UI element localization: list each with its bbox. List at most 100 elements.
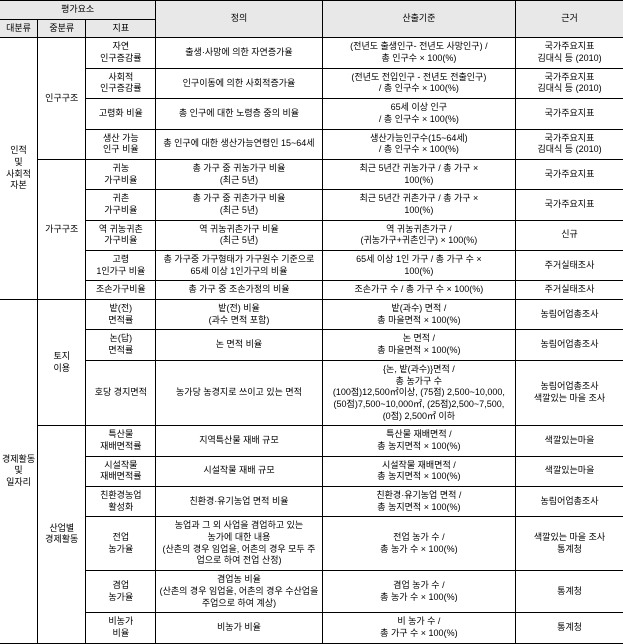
cell-calc: 전업 농가 수 /총 농가 수 × 100(%) bbox=[322, 517, 515, 571]
cell-def: 비농가 비율 bbox=[156, 613, 322, 643]
cell-l3: 논(답)면적률 bbox=[86, 330, 156, 360]
cell-def: 친환경·유기농업 면적 비율 bbox=[156, 487, 322, 517]
header-l1: 대분류 bbox=[0, 19, 38, 38]
cell-calc: 역 귀농귀촌가구 /(귀농가구+귀촌인구) × 100(%) bbox=[322, 220, 515, 250]
cell-def: 인구이동에 의한 사회적증가율 bbox=[156, 68, 322, 98]
cell-l3: 특산물재배면적률 bbox=[86, 426, 156, 456]
cell-basis: 색깔있는마을 bbox=[516, 456, 623, 486]
header-l3: 지표 bbox=[86, 19, 156, 38]
cell-l3: 사회적인구증감률 bbox=[86, 68, 156, 98]
cell-def: 농가당 농경지로 쓰이고 있는 면적 bbox=[156, 360, 322, 425]
table-row: 생산 가능인구 비율총 인구에 대한 생산가능연령인 15~64세생산가능인구수… bbox=[0, 129, 623, 159]
cell-basis: 농림어업총조사 bbox=[516, 300, 623, 330]
cell-calc: {논, 밭(과수)}면적 /총 농가구 수(100점)12,500㎡이상, (7… bbox=[322, 360, 515, 425]
header-def: 정의 bbox=[156, 1, 322, 38]
cell-basis: 신규 bbox=[516, 220, 623, 250]
cell-basis: 국가주요지표김대식 등 (2010) bbox=[516, 129, 623, 159]
cell-basis: 국가주요지표 bbox=[516, 190, 623, 220]
cell-def: 논 면적 비율 bbox=[156, 330, 322, 360]
cell-basis: 색깔있는 마을 조사통계청 bbox=[516, 517, 623, 571]
cell-l2: 토지이용 bbox=[38, 300, 86, 426]
cell-l3: 밭(전)면적률 bbox=[86, 300, 156, 330]
table-row: 가구구조귀농가구비율총 가구 중 귀농가구 비율(최근 5년)최근 5년간 귀농… bbox=[0, 159, 623, 189]
cell-l2: 인구구조 bbox=[38, 38, 86, 160]
table-row: 역 귀농귀촌가구비율역 귀농귀촌가구 비율(최근 5년)역 귀농귀촌가구 /(귀… bbox=[0, 220, 623, 250]
cell-l3: 귀농가구비율 bbox=[86, 159, 156, 189]
cell-def: 총 가구 중 귀농가구 비율(최근 5년) bbox=[156, 159, 322, 189]
cell-basis: 국가주요지표김대식 등 (2010) bbox=[516, 38, 623, 68]
cell-l3: 겸업농가율 bbox=[86, 571, 156, 613]
cell-l3: 전업농가율 bbox=[86, 517, 156, 571]
table-row: 산업별경제활동특산물재배면적률지역특산물 재배 규모특산물 재배면적 /총 농지… bbox=[0, 426, 623, 456]
cell-calc: 비 농가 수 /총 가구 수 × 100(%) bbox=[322, 613, 515, 643]
cell-basis: 국가주요지표김대식 등 (2010) bbox=[516, 68, 623, 98]
cell-l3: 비농가비율 bbox=[86, 613, 156, 643]
cell-l1: 경제활동및일자리 bbox=[0, 300, 38, 644]
header-group: 평가요소 bbox=[0, 1, 156, 20]
cell-def: 역 귀농귀촌가구 비율(최근 5년) bbox=[156, 220, 322, 250]
cell-l3: 고령화 비율 bbox=[86, 99, 156, 129]
header-l2: 중분류 bbox=[38, 19, 86, 38]
cell-def: 총 가구 중 조손가정의 비율 bbox=[156, 281, 322, 300]
table-row: 귀촌가구비율총 가구 중 귀촌가구 비율(최근 5년)최근 5년간 귀촌가구 /… bbox=[0, 190, 623, 220]
table-row: 사회적인구증감률인구이동에 의한 사회적증가율(전년도 전입인구 - 전년도 전… bbox=[0, 68, 623, 98]
cell-basis: 농림어업총조사 bbox=[516, 330, 623, 360]
cell-calc: 친환경·유기농업 면적 /총 농지면적 × 100(%) bbox=[322, 487, 515, 517]
cell-l3: 친환경농업활성화 bbox=[86, 487, 156, 517]
cell-calc: 65세 이상 1인 가구 / 총 가구 수 ×100(%) bbox=[322, 251, 515, 281]
cell-def: 밭(전) 비율(과수 면적 포함) bbox=[156, 300, 322, 330]
cell-def: 지역특산물 재배 규모 bbox=[156, 426, 322, 456]
cell-def: 총 인구에 대한 노령층 중의 비율 bbox=[156, 99, 322, 129]
cell-l1: 인적및사회적자본 bbox=[0, 38, 38, 300]
table-row: 겸업농가율겸업농 비율(산촌의 경우 임업을, 어촌의 경우 수산업을주업으로 … bbox=[0, 571, 623, 613]
table-row: 친환경농업활성화친환경·유기농업 면적 비율친환경·유기농업 면적 /총 농지면… bbox=[0, 487, 623, 517]
table-row: 전업농가율농업과 그 외 사업을 겸업하고 있는농가에 대한 내용(산촌의 경우… bbox=[0, 517, 623, 571]
cell-basis: 주거실태조사 bbox=[516, 281, 623, 300]
table-row: 시설작물재배면적률시설작물 재배 규모시설작물 재배면적 /총 농지면적 × 1… bbox=[0, 456, 623, 486]
header-basis: 근거 bbox=[516, 1, 623, 38]
cell-l3: 귀촌가구비율 bbox=[86, 190, 156, 220]
cell-calc: 최근 5년간 귀촌가구 / 총 가구 ×100(%) bbox=[322, 190, 515, 220]
cell-l2: 산업별경제활동 bbox=[38, 426, 86, 643]
cell-calc: 특산물 재배면적 /총 농지면적 × 100(%) bbox=[322, 426, 515, 456]
cell-calc: 밭(과수) 면적 /총 마을면적 × 100(%) bbox=[322, 300, 515, 330]
table-row: 인적및사회적자본인구구조자연인구증감률출생·사망에 의한 자연증가율(전년도 출… bbox=[0, 38, 623, 68]
cell-def: 시설작물 재배 규모 bbox=[156, 456, 322, 486]
cell-basis: 통계청 bbox=[516, 571, 623, 613]
evaluation-table: 평가요소 정의 산출기준 근거 대분류 중분류 지표 인적및사회적자본인구구조자… bbox=[0, 0, 623, 644]
cell-l3: 자연인구증감률 bbox=[86, 38, 156, 68]
table-row: 호당 경지면적농가당 농경지로 쓰이고 있는 면적{논, 밭(과수)}면적 /총… bbox=[0, 360, 623, 425]
cell-basis: 국가주요지표 bbox=[516, 159, 623, 189]
table-row: 조손가구비율총 가구 중 조손가정의 비율조손가구 수 / 총 가구 수 × 1… bbox=[0, 281, 623, 300]
cell-calc: 시설작물 재배면적 /총 농지면적 × 100(%) bbox=[322, 456, 515, 486]
cell-basis: 색깔있는마을 bbox=[516, 426, 623, 456]
header-calc: 산출기준 bbox=[322, 1, 515, 38]
table-row: 경제활동및일자리토지이용밭(전)면적률밭(전) 비율(과수 면적 포함)밭(과수… bbox=[0, 300, 623, 330]
cell-l3: 시설작물재배면적률 bbox=[86, 456, 156, 486]
cell-basis: 주거실태조사 bbox=[516, 251, 623, 281]
cell-calc: 조손가구 수 / 총 가구 수 × 100(%) bbox=[322, 281, 515, 300]
cell-basis: 농림어업총조사색깔있는 마을 조사 bbox=[516, 360, 623, 425]
cell-def: 총 가구 중 귀촌가구 비율(최근 5년) bbox=[156, 190, 322, 220]
table-row: 논(답)면적률논 면적 비율논 면적 /총 마을면적 × 100(%)농림어업총… bbox=[0, 330, 623, 360]
cell-l3: 호당 경지면적 bbox=[86, 360, 156, 425]
cell-def: 출생·사망에 의한 자연증가율 bbox=[156, 38, 322, 68]
cell-calc: 최근 5년간 귀농가구 / 총 가구 ×100(%) bbox=[322, 159, 515, 189]
cell-l3: 고령1인가구 비율 bbox=[86, 251, 156, 281]
cell-calc: (전년도 전입인구 - 전년도 전출인구)/ 총 인구수 × 100(%) bbox=[322, 68, 515, 98]
cell-calc: 65세 이상 인구/ 총 인구수 × 100(%) bbox=[322, 99, 515, 129]
cell-calc: 생산가능인구수(15~64세)/ 총 인구수 × 100(%) bbox=[322, 129, 515, 159]
cell-basis: 국가주요지표 bbox=[516, 99, 623, 129]
cell-l2: 가구구조 bbox=[38, 159, 86, 299]
cell-l3: 생산 가능인구 비율 bbox=[86, 129, 156, 159]
cell-def: 총 인구에 대한 생산가능연령인 15~64세 bbox=[156, 129, 322, 159]
cell-basis: 농림어업총조사 bbox=[516, 487, 623, 517]
table-row: 고령1인가구 비율총 가구중 가구형태가 가구원수 기준으로65세 이상 1인가… bbox=[0, 251, 623, 281]
cell-def: 총 가구중 가구형태가 가구원수 기준으로65세 이상 1인가구의 비율 bbox=[156, 251, 322, 281]
cell-calc: 논 면적 /총 마을면적 × 100(%) bbox=[322, 330, 515, 360]
table-row: 고령화 비율총 인구에 대한 노령층 중의 비율65세 이상 인구/ 총 인구수… bbox=[0, 99, 623, 129]
cell-def: 겸업농 비율(산촌의 경우 임업을, 어촌의 경우 수산업을주업으로 하여 계상… bbox=[156, 571, 322, 613]
cell-calc: 겸업 농가 수 /총 농가 수 × 100(%) bbox=[322, 571, 515, 613]
cell-def: 농업과 그 외 사업을 겸업하고 있는농가에 대한 내용(산촌의 경우 임업을,… bbox=[156, 517, 322, 571]
table-row: 비농가비율비농가 비율비 농가 수 /총 가구 수 × 100(%)통계청 bbox=[0, 613, 623, 643]
